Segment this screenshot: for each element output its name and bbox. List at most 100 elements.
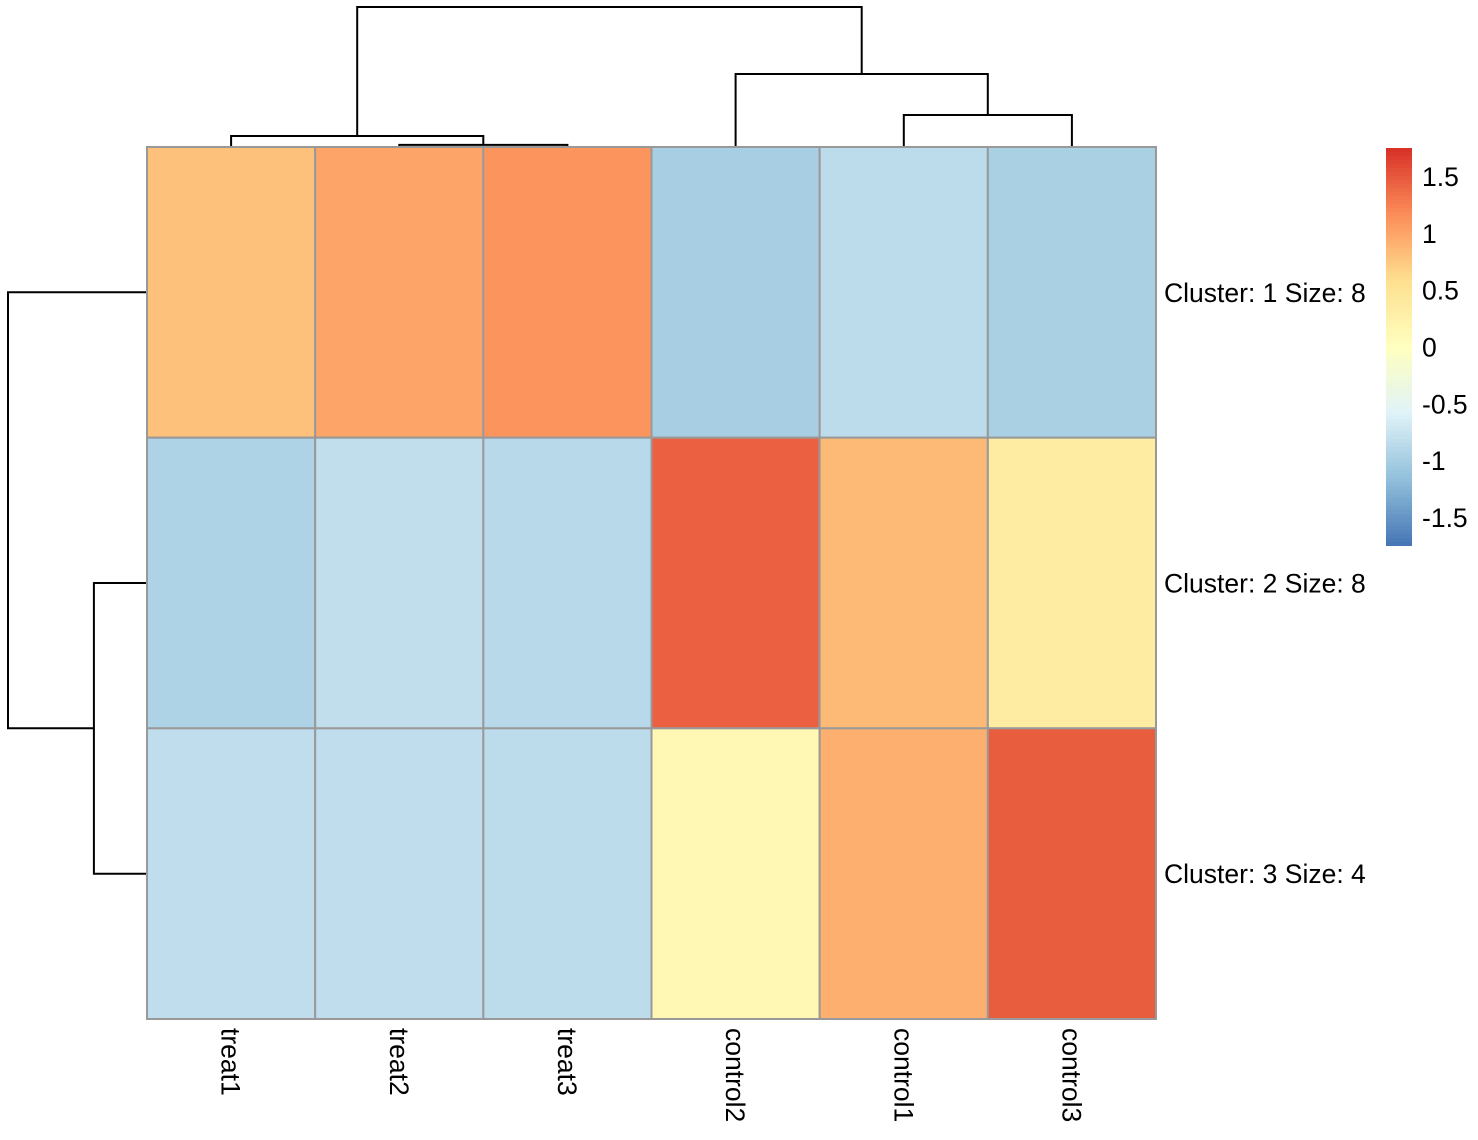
legend-color-step [1386, 514, 1412, 519]
legend-color-step [1386, 418, 1412, 424]
legend-color-step [1386, 478, 1412, 483]
heatmap-grid [146, 146, 1158, 1021]
legend-color-step [1386, 267, 1412, 272]
legend-color-step [1386, 291, 1412, 296]
legend-color-step [1386, 410, 1412, 416]
legend-color-step [1386, 211, 1412, 217]
legend-color-step [1386, 175, 1412, 181]
dendrogram-branch [356, 6, 863, 136]
legend-color-step [1386, 219, 1412, 225]
legend-color-step [1386, 243, 1412, 249]
heatmap-cell [818, 727, 989, 1021]
heatmap-cell [482, 727, 653, 1021]
row-label: Cluster: 1 Size: 8 [1164, 278, 1366, 308]
legend-color-step [1386, 251, 1412, 257]
legend-color-step [1386, 494, 1412, 499]
dendrogram-branch [7, 291, 147, 730]
legend-color-step [1386, 394, 1412, 400]
heatmap-cell [314, 146, 485, 439]
column-labels: treat1 treat2 treat3 control2 control1 c… [216, 1028, 1087, 1122]
legend-color-step [1386, 307, 1412, 312]
legend-color-step [1386, 187, 1412, 193]
row-label: Cluster: 3 Size: 4 [1164, 859, 1366, 889]
legend-color-step [1386, 474, 1412, 479]
legend-color-step [1386, 183, 1412, 189]
heatmap-cell [314, 436, 485, 730]
heatmap-cell [146, 727, 317, 1021]
column-dendrogram [230, 6, 1073, 147]
legend-color-step [1386, 255, 1412, 261]
legend-color-step [1386, 506, 1412, 511]
legend-color-step [1386, 343, 1412, 348]
legend-color-step [1386, 347, 1412, 352]
heatmap-cell [650, 436, 821, 730]
legend-color-step [1386, 530, 1412, 535]
legend-color-step [1386, 155, 1412, 161]
legend-color-step [1386, 235, 1412, 241]
legend-color-step [1386, 466, 1412, 471]
legend-color-step [1386, 203, 1412, 209]
color-legend: 1.5 1 0.5 0 -0.5 -1 -1.5 [1386, 148, 1468, 546]
legend-color-step [1386, 518, 1412, 523]
legend-tick-label: -1.5 [1422, 503, 1468, 533]
heatmap-cell [482, 146, 653, 439]
legend-color-step [1386, 279, 1412, 284]
legend-color-step [1386, 327, 1412, 332]
column-label: control1 [888, 1028, 918, 1122]
legend-color-step [1386, 148, 1412, 153]
legend-color-step [1386, 406, 1412, 412]
heatmap-cell [818, 436, 989, 730]
legend-color-step [1386, 458, 1412, 464]
legend-color-step [1386, 303, 1412, 308]
legend-tick-label: -1 [1422, 446, 1446, 476]
legend-color-step [1386, 378, 1412, 384]
legend-color-step [1386, 430, 1412, 436]
heatmap-cell [986, 436, 1158, 730]
dendrogram-branch [92, 582, 147, 875]
legend-tick-label: 1 [1422, 219, 1437, 249]
dendrogram-branch [734, 73, 989, 147]
heatmap-cell [986, 727, 1158, 1021]
legend-color-step [1386, 171, 1412, 177]
legend-color-step [1386, 402, 1412, 408]
legend-color-step [1386, 287, 1412, 292]
legend-color-step [1386, 426, 1412, 432]
legend-color-step [1386, 259, 1412, 265]
legend-color-step [1386, 390, 1412, 396]
legend-color-step [1386, 319, 1412, 324]
legend-color-step [1386, 366, 1412, 372]
legend-color-step [1386, 482, 1412, 487]
legend-color-step [1386, 438, 1412, 444]
legend-color-step [1386, 526, 1412, 531]
legend-color-step [1386, 215, 1412, 221]
legend-color-step [1386, 446, 1412, 452]
row-labels: Cluster: 1 Size: 8 Cluster: 2 Size: 8 Cl… [1164, 278, 1366, 889]
legend-color-step [1386, 434, 1412, 440]
legend-color-step [1386, 374, 1412, 380]
legend-color-step [1386, 151, 1412, 157]
legend-color-step [1386, 231, 1412, 237]
heatmap-cell [146, 146, 317, 439]
legend-color-step [1386, 271, 1412, 276]
column-label: control2 [720, 1028, 750, 1122]
legend-color-step [1386, 354, 1412, 360]
legend-color-step [1386, 335, 1412, 340]
legend-color-step [1386, 538, 1412, 543]
legend-tick-label: 1.5 [1422, 162, 1459, 192]
legend-color-step [1386, 542, 1412, 546]
legend-color-step [1386, 370, 1412, 376]
legend-color-step [1386, 386, 1412, 392]
column-label: treat2 [384, 1028, 414, 1096]
legend-color-step [1386, 159, 1412, 165]
legend-color-step [1386, 179, 1412, 185]
row-dendrogram [7, 291, 147, 875]
heatmap-cell [650, 727, 821, 1021]
legend-color-step [1386, 358, 1412, 364]
dendrogram-branch [902, 114, 1073, 147]
legend-color-step [1386, 470, 1412, 475]
legend-color-step [1386, 362, 1412, 368]
legend-color-step [1386, 163, 1412, 169]
legend-color-step [1386, 263, 1412, 268]
legend-color-step [1386, 382, 1412, 388]
